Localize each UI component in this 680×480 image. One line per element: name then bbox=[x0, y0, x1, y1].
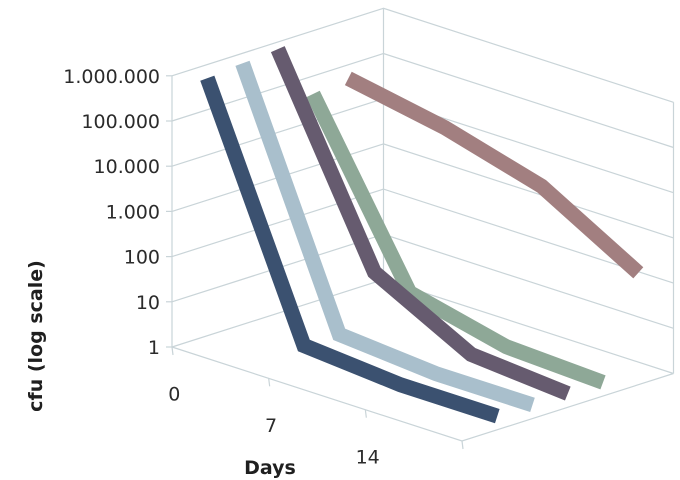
x-tick-mark bbox=[364, 409, 367, 418]
x-tick-mark bbox=[171, 346, 174, 356]
y-axis-ticks: 1 10 100 1.000 10.000 100.000 1.000.000 bbox=[63, 66, 160, 359]
y-tick-label: 1.000 bbox=[106, 201, 160, 223]
y-tick-label: 100 bbox=[124, 247, 160, 269]
series-line-3 bbox=[270, 46, 571, 401]
y-tick-label: 1.000.000 bbox=[63, 66, 160, 88]
series-line-1 bbox=[200, 75, 500, 424]
x-tick-mark bbox=[268, 378, 271, 387]
y-tick-label: 100.000 bbox=[81, 111, 160, 133]
x-axis-title: Days bbox=[244, 457, 296, 479]
y-tick-label: 10.000 bbox=[94, 156, 160, 178]
x-axis-ticks: 0 7 14 28 bbox=[168, 346, 476, 480]
y-tick-label: 10 bbox=[136, 292, 160, 314]
gridline-6 bbox=[171, 7, 674, 103]
y-axis-title: cfu (log scale) bbox=[25, 260, 47, 412]
series-lines bbox=[200, 46, 644, 424]
series-line-4 bbox=[306, 90, 606, 390]
x-tick-label: 28 bbox=[452, 478, 476, 480]
y-tick-label: 1 bbox=[148, 337, 160, 359]
x-tick-label: 0 bbox=[168, 384, 180, 406]
x-tick-mark bbox=[461, 440, 464, 450]
gridline-5 bbox=[171, 52, 674, 149]
gridline-2 bbox=[171, 188, 674, 284]
x-tick-label: 14 bbox=[356, 446, 380, 468]
series-line-5 bbox=[344, 71, 644, 279]
series-line-2 bbox=[235, 60, 535, 413]
x-tick-label: 7 bbox=[265, 415, 277, 437]
